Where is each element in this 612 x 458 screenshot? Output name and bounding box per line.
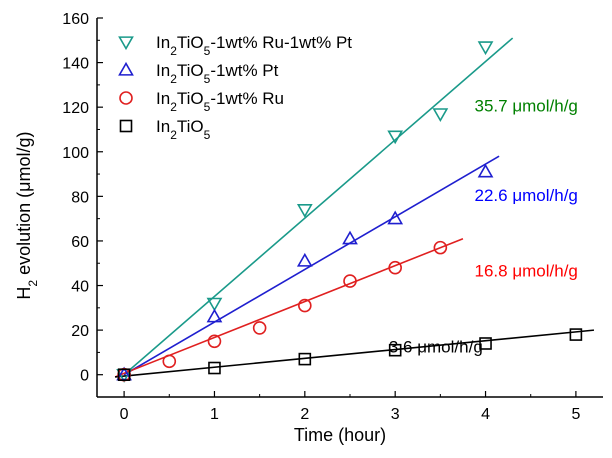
- legend-label-3: In2TiO5: [156, 117, 211, 142]
- y-tick-label: 120: [62, 100, 89, 117]
- legend-label-1: In2TiO5-1wt% Pt: [156, 61, 279, 86]
- data-point: [477, 41, 494, 56]
- rate-label-2: 16.8 μmol/h/g: [475, 262, 578, 281]
- y-tick-label: 140: [62, 56, 89, 73]
- data-point: [569, 328, 583, 341]
- data-point: [387, 210, 404, 225]
- legend-label-0: In2TiO5-1wt% Ru-1wt% Pt: [156, 33, 352, 58]
- y-tick-label: 160: [62, 11, 89, 28]
- y-axis-title: H2 evolution (μmol/g): [14, 131, 40, 299]
- legend-marker-3: [119, 119, 133, 133]
- data-point: [207, 334, 222, 349]
- data-point: [477, 163, 494, 178]
- y-tick-label: 20: [71, 323, 89, 340]
- x-tick-label: 5: [571, 406, 580, 423]
- rate-labels: 35.7 μmol/h/g 22.6 μmol/h/g 16.8 μmol/h/g 3…: [389, 97, 578, 357]
- data-point: [432, 108, 449, 122]
- fit-line-0: [123, 37, 514, 376]
- fit-line-3: [114, 329, 595, 378]
- rate-label-1: 22.6 μmol/h/g: [475, 186, 578, 205]
- x-axis-title: Time (hour): [294, 425, 386, 445]
- data-point: [162, 354, 177, 369]
- data-point: [433, 240, 448, 255]
- data-point: [388, 343, 402, 357]
- legend-marker-0: [118, 36, 134, 51]
- x-tick-label: 0: [120, 406, 129, 423]
- legend-marker-1: [118, 61, 134, 76]
- fit-line-2: [114, 237, 464, 378]
- data-point: [208, 361, 221, 375]
- x-tick-label: 2: [300, 406, 309, 423]
- data-point: [206, 308, 223, 323]
- x-tick-label: 1: [210, 406, 219, 423]
- data-point: [206, 297, 223, 312]
- fit-lines: [114, 37, 595, 378]
- rate-label-0: 35.7 μmol/h/g: [475, 97, 578, 116]
- data-point: [117, 368, 131, 382]
- data-point: [342, 230, 358, 245]
- legend-label-2: In2TiO5-1wt% Ru: [156, 89, 284, 114]
- data-point: [252, 321, 267, 335]
- y-tick-label: 40: [71, 279, 89, 296]
- data-points: [116, 41, 583, 383]
- y-tick-label: 80: [71, 189, 89, 206]
- x-tick-label: 3: [391, 406, 400, 423]
- y-tick-label: 0: [80, 368, 89, 385]
- data-point: [387, 130, 404, 145]
- x-tick-label: 4: [481, 406, 490, 423]
- legend-marker-2: [119, 91, 133, 105]
- legend: In2TiO5-1wt% Ru-1wt% Pt In2TiO5-1wt% Pt In…: [118, 33, 352, 142]
- y-tick-label: 60: [71, 234, 89, 251]
- axes: 0 20 40 60 80 100 120 140 160 0 1 2 3 4 5 Time (hour) H2…: [14, 11, 603, 445]
- data-point: [343, 274, 357, 288]
- data-point: [296, 204, 313, 218]
- y-tick-label: 100: [62, 145, 89, 162]
- data-point: [479, 337, 492, 350]
- rate-label-3: 3.6 μmol/h/g: [389, 337, 483, 356]
- data-point: [388, 260, 402, 275]
- data-point: [296, 252, 313, 267]
- data-point: [298, 298, 312, 313]
- data-point: [298, 352, 312, 366]
